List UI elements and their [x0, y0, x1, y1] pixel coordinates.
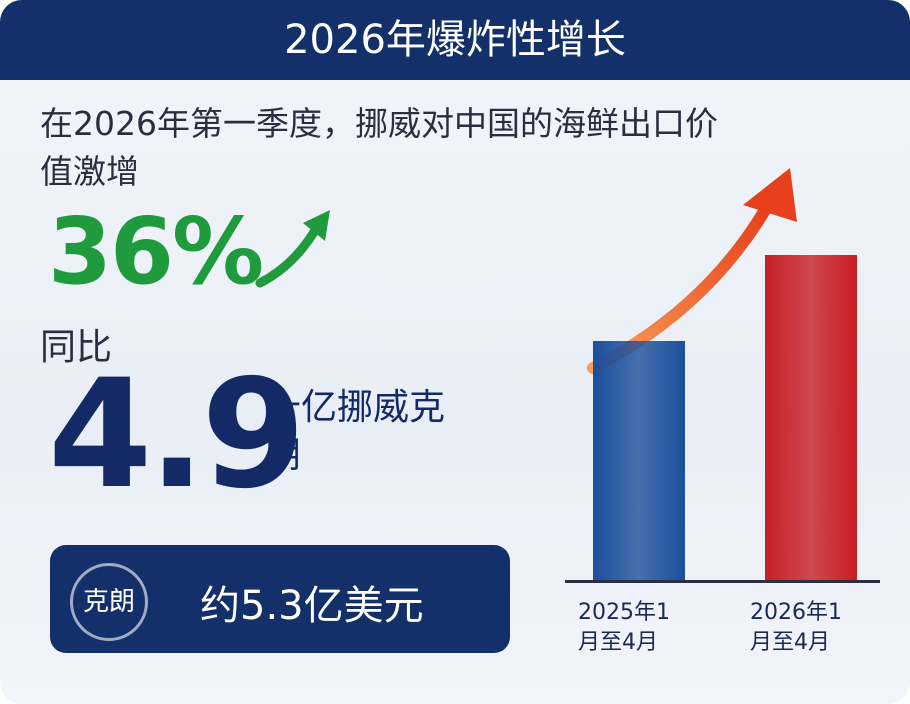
badge: 克朗 约5.3亿美元	[50, 545, 510, 653]
amount: 4.9	[48, 348, 306, 522]
intro-text: 在2026年第一季度，挪威对中国的海鲜出口价值激增	[40, 104, 718, 191]
growth-value: 36%	[48, 198, 264, 305]
unit: 十亿挪威克朗	[265, 387, 446, 476]
x-tick-label: 2026年1月至4月	[750, 600, 842, 655]
growth-arrow	[255, 210, 330, 288]
badge-icon: 克朗	[70, 563, 148, 641]
title: 2026年爆炸性增长	[0, 0, 910, 80]
bar	[593, 341, 685, 580]
x-tick-label: 2025年1月至4月	[578, 600, 670, 655]
x-axis	[565, 580, 880, 583]
yoy-label: 同比	[40, 327, 113, 368]
bar	[765, 255, 857, 580]
badge-text: 约5.3亿美元	[200, 583, 424, 629]
